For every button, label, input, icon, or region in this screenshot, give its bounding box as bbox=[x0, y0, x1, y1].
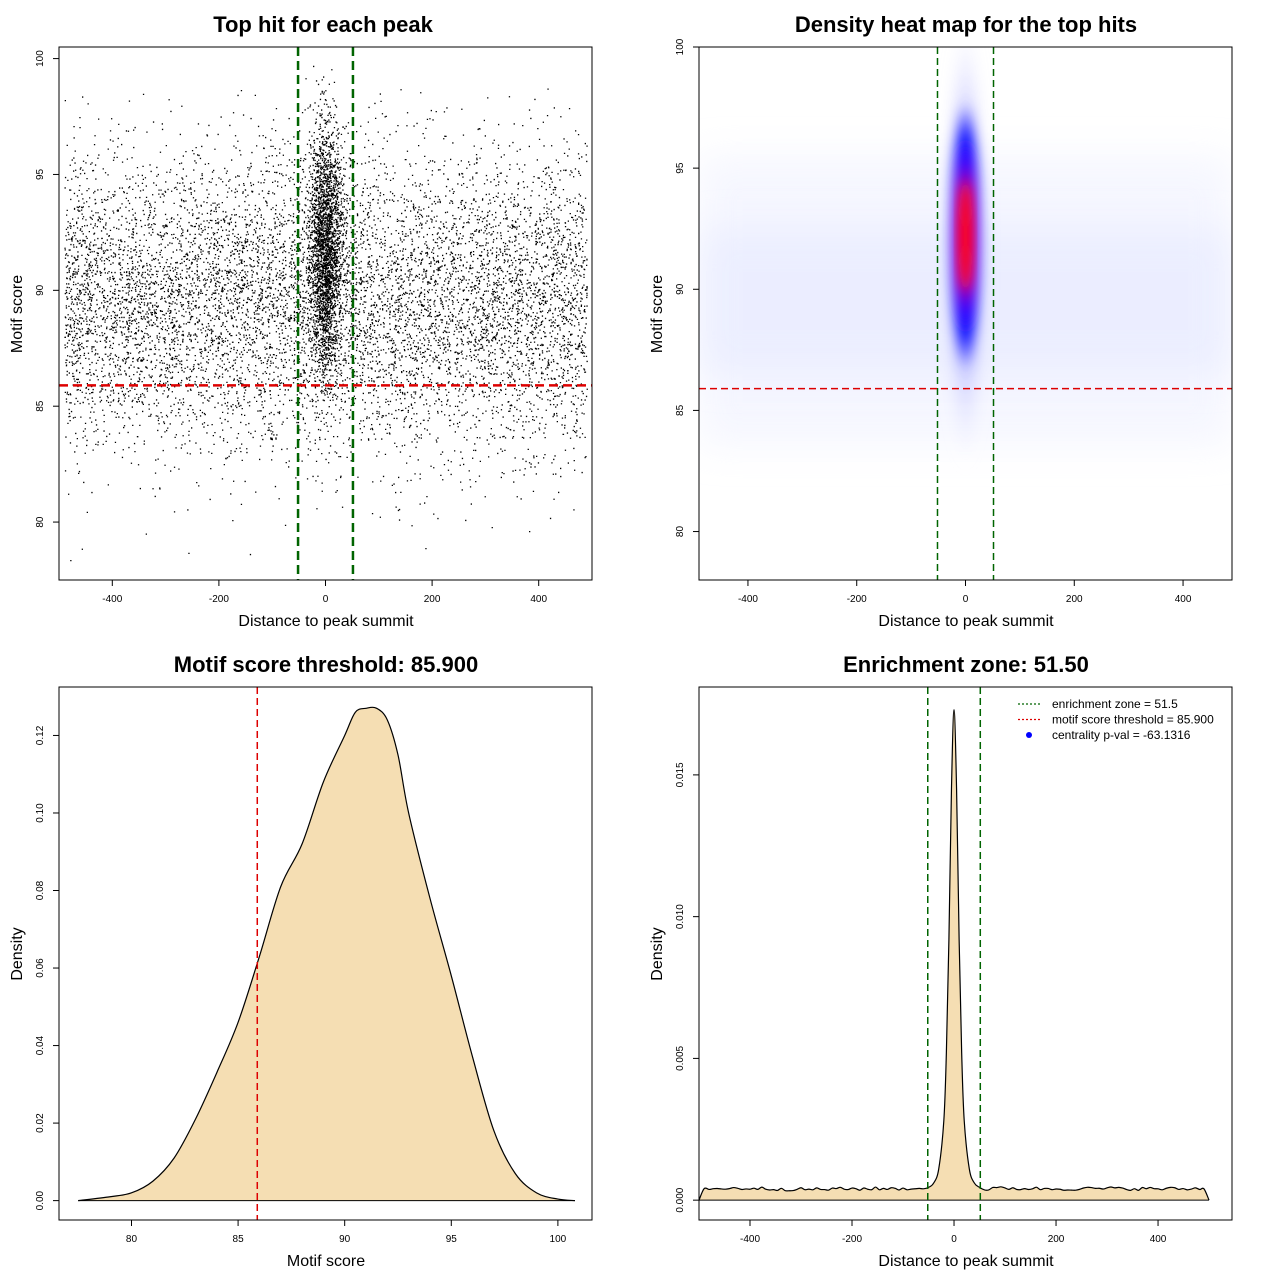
y-tick-label: 0.02 bbox=[35, 1113, 46, 1133]
x-tick-label: -200 bbox=[847, 594, 867, 605]
y-axis-label: Motif score bbox=[649, 275, 666, 353]
x-tick-label: -400 bbox=[738, 594, 758, 605]
x-tick-label: 400 bbox=[1175, 594, 1192, 605]
plot-area: 80 85 90 95 100 0.00 0.02 0.04 0.06 0.08 0.10 0.12 bbox=[35, 686, 593, 1245]
x-tick-label: 100 bbox=[550, 1234, 567, 1245]
legend-label: centrality p-val = -63.1316 bbox=[1052, 728, 1191, 742]
x-axis-label: Motif score bbox=[287, 1253, 365, 1270]
x-tick-label: 85 bbox=[233, 1234, 245, 1245]
x-tick-label: 400 bbox=[1150, 1234, 1167, 1245]
x-tick-label: 95 bbox=[446, 1234, 458, 1245]
y-axis-label: Motif score bbox=[9, 275, 26, 353]
y-tick-label: 0.010 bbox=[675, 904, 686, 929]
plot-area: -400 -200 0 200 400 80 85 90 95 100 bbox=[675, 38, 1233, 605]
legend-marker bbox=[1026, 732, 1032, 738]
scatter-points bbox=[64, 65, 588, 562]
y-tick-label: 0.12 bbox=[35, 725, 46, 745]
heatmap-panel: Density heat map for the top hits Distan… bbox=[649, 12, 1233, 630]
chart-title: Density heat map for the top hits bbox=[795, 12, 1137, 37]
legend-label: motif score threshold = 85.900 bbox=[1052, 713, 1214, 727]
y-tick-label: 90 bbox=[675, 283, 686, 295]
y-tick-label: 80 bbox=[675, 526, 686, 538]
distance-density-panel: Enrichment zone: 51.50 Distance to peak … bbox=[649, 652, 1233, 1270]
plot-area: -400 -200 0 200 400 80 85 90 95 100 bbox=[35, 46, 593, 605]
x-tick-label: 80 bbox=[126, 1234, 138, 1245]
y-tick-label: 95 bbox=[675, 162, 686, 174]
x-tick-label: 0 bbox=[963, 594, 969, 605]
x-axis-label: Distance to peak summit bbox=[878, 613, 1054, 630]
legend-label: enrichment zone = 51.5 bbox=[1052, 697, 1178, 711]
y-tick-label: 0.005 bbox=[675, 1045, 686, 1070]
legend: enrichment zone = 51.5 motif score thresh… bbox=[1018, 697, 1214, 742]
plot-frame bbox=[58, 686, 593, 1221]
heatmap-density-peak bbox=[959, 183, 972, 288]
scatter-point bbox=[64, 65, 588, 562]
y-tick-label: 80 bbox=[35, 516, 46, 528]
x-tick-label: 200 bbox=[1048, 1234, 1065, 1245]
y-tick-label: 0.00 bbox=[35, 1190, 46, 1210]
x-tick-label: -400 bbox=[102, 594, 122, 605]
y-tick-label: 100 bbox=[35, 50, 46, 67]
x-axis-label: Distance to peak summit bbox=[238, 613, 414, 630]
density-curve bbox=[698, 709, 1210, 1201]
x-tick-label: -200 bbox=[209, 594, 229, 605]
x-tick-label: 90 bbox=[339, 1234, 351, 1245]
heatmap-cells bbox=[699, 47, 1232, 475]
y-axis-label: Density bbox=[9, 927, 26, 980]
density-area bbox=[699, 709, 1210, 1201]
y-tick-label: 95 bbox=[35, 168, 46, 180]
y-axis-label: Density bbox=[649, 927, 666, 980]
density-curve bbox=[78, 706, 575, 1202]
x-tick-label: 0 bbox=[951, 1234, 957, 1245]
score-density-panel: Motif score threshold: 85.900 Motif scor… bbox=[9, 652, 593, 1270]
chart-title: Motif score threshold: 85.900 bbox=[174, 652, 478, 677]
y-tick-label: 100 bbox=[675, 38, 686, 55]
density-area bbox=[78, 707, 575, 1201]
y-tick-label: 0.10 bbox=[35, 803, 46, 823]
x-tick-label: 0 bbox=[323, 594, 329, 605]
x-tick-label: -400 bbox=[740, 1234, 760, 1245]
plot-frame bbox=[698, 686, 1233, 1221]
chart-title: Top hit for each peak bbox=[213, 12, 433, 37]
y-tick-label: 85 bbox=[35, 400, 46, 412]
y-tick-label: 85 bbox=[675, 404, 686, 416]
x-tick-label: 400 bbox=[530, 594, 547, 605]
y-tick-label: 0.04 bbox=[35, 1035, 46, 1055]
chart-title: Enrichment zone: 51.50 bbox=[843, 652, 1089, 677]
x-axis-label: Distance to peak summit bbox=[878, 1253, 1054, 1270]
y-tick-label: 90 bbox=[35, 284, 46, 296]
x-tick-label: 200 bbox=[424, 594, 441, 605]
y-tick-label: 0.015 bbox=[675, 762, 686, 787]
x-tick-label: -200 bbox=[842, 1234, 862, 1245]
plot-area: -400 -200 0 200 400 0.000 0.005 0.010 0.015 bbox=[675, 686, 1233, 1245]
y-tick-label: 0.08 bbox=[35, 880, 46, 900]
y-tick-label: 0.06 bbox=[35, 958, 46, 978]
y-tick-label: 0.000 bbox=[675, 1187, 686, 1212]
scatter-panel: Top hit for each peak Distance to peak s… bbox=[9, 12, 593, 630]
x-tick-label: 200 bbox=[1066, 594, 1083, 605]
